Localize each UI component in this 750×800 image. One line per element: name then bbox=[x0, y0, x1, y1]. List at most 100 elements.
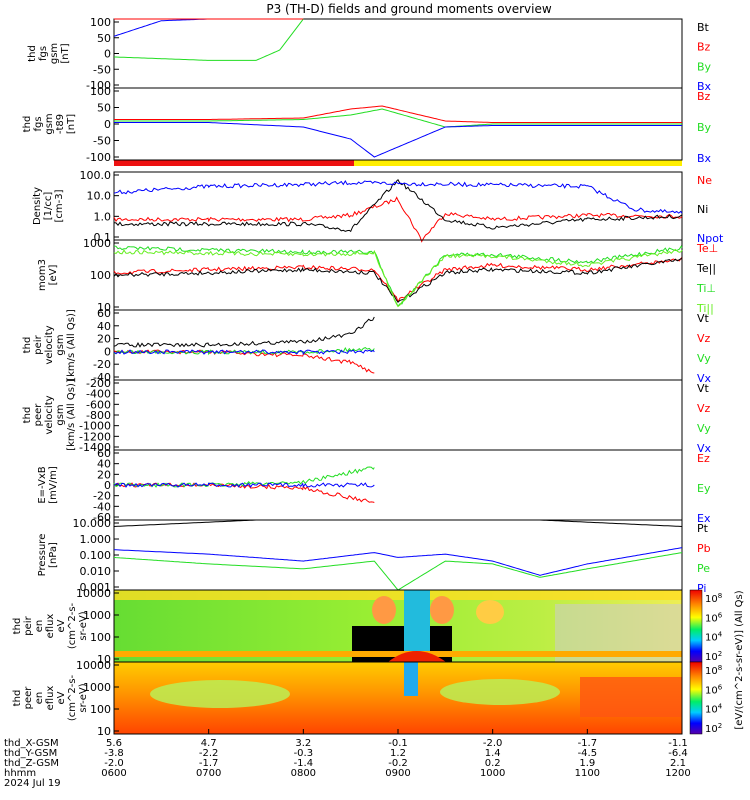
series-Pe bbox=[113, 552, 683, 591]
x-row-label: thd_X-GSM bbox=[4, 738, 59, 749]
series-Pt bbox=[113, 519, 683, 527]
legend-Ti||: Ti|| bbox=[696, 302, 714, 315]
series-Bx bbox=[113, 18, 304, 37]
y-axis-label: peer bbox=[33, 403, 44, 427]
spec-hot-region bbox=[580, 677, 682, 717]
y-axis-label: fgs bbox=[33, 116, 44, 131]
y-axis-label: sr-eV) bbox=[78, 683, 89, 712]
y-tick-label: -1400 bbox=[79, 441, 111, 454]
colorbar-label: [eV/(cm^2-s-sr-eV)] (All Qs) bbox=[734, 590, 745, 729]
legend-Te||: Te|| bbox=[696, 262, 716, 275]
x-tick-label: -2.0 bbox=[104, 758, 124, 769]
y-tick-label: 10000 bbox=[76, 587, 111, 600]
y-axis-label: thd bbox=[22, 337, 33, 354]
legend-Ni: Ni bbox=[697, 203, 708, 216]
y-tick-label: 10 bbox=[97, 725, 111, 738]
x-tick-label: -1.1 bbox=[668, 738, 688, 749]
x-tick-label: 3.2 bbox=[295, 738, 311, 749]
legend-Pt: Pt bbox=[697, 522, 709, 535]
y-tick-label: 10.0 bbox=[87, 190, 112, 203]
y-tick-label: 0.1 bbox=[94, 231, 112, 244]
y-tick-label: 10000 bbox=[76, 659, 111, 672]
x-tick-label: 1100 bbox=[575, 768, 600, 779]
y-tick-label: 1000 bbox=[83, 237, 111, 250]
y-tick-label: 0 bbox=[104, 118, 111, 131]
figure-title: P3 (TH-D) fields and ground moments over… bbox=[266, 2, 551, 16]
series-Ti⊥ bbox=[113, 245, 683, 307]
y-tick-label: -600 bbox=[86, 398, 111, 411]
legend-Vx: Vx bbox=[697, 372, 712, 385]
series-By bbox=[114, 18, 304, 61]
x-tick-label: -4.5 bbox=[578, 748, 598, 759]
spec-blob-3 bbox=[476, 600, 504, 624]
panel-frame bbox=[113, 519, 683, 591]
y-axis-label: [km/s (All Qs)] bbox=[66, 309, 77, 381]
y-axis-label: en bbox=[34, 692, 45, 705]
y-tick-label: 20 bbox=[97, 468, 111, 481]
y-tick-label: -40 bbox=[93, 371, 111, 384]
series-Bx bbox=[114, 122, 682, 158]
x-row-label: hhmm bbox=[4, 768, 36, 779]
y-tick-label: 10.000 bbox=[73, 517, 112, 530]
legend-Vz: Vz bbox=[697, 402, 711, 415]
y-axis-label: gsm bbox=[49, 43, 60, 64]
y-axis-label: en bbox=[34, 620, 45, 633]
y-axis-label: [nPa] bbox=[48, 542, 59, 568]
y-tick-label: 1000 bbox=[83, 609, 111, 622]
x-tick-label: -2.2 bbox=[199, 748, 219, 759]
panel-density: 100.0 10.0 1.0 0.1 Density [1/cc] [cm-3] Ne Ni Np… bbox=[32, 169, 724, 245]
x-tick-label: 1.2 bbox=[390, 748, 406, 759]
y-axis-label: peir bbox=[33, 334, 44, 354]
y-tick-label: -40 bbox=[93, 500, 111, 513]
y-tick-label: 100 bbox=[90, 631, 111, 644]
x-tick-label: 1000 bbox=[480, 768, 505, 779]
y-axis-label: thd bbox=[27, 45, 38, 62]
y-axis-label: gsm bbox=[55, 334, 66, 355]
x-tick-label: -1.7 bbox=[199, 758, 219, 769]
y-axis-label: (cm^2-s- bbox=[67, 674, 78, 721]
y-axis-label: -t89 bbox=[55, 114, 66, 134]
spec-blob-2 bbox=[430, 596, 454, 624]
y-tick-label: 0 bbox=[104, 479, 111, 492]
colorbar-tick: 104 bbox=[705, 703, 723, 716]
x-row-label: 2024 Jul 19 bbox=[4, 778, 61, 789]
x-row-label: thd_Y-GSM bbox=[4, 748, 57, 759]
legend-Ey: Ey bbox=[697, 482, 711, 495]
colorbar-tick: 104 bbox=[705, 631, 723, 644]
legend-Vt: Vt bbox=[697, 382, 710, 395]
legend-Ez: Ez bbox=[697, 452, 710, 465]
y-axis-label: thd bbox=[12, 618, 23, 635]
y-axis-label: E=-VxB bbox=[37, 466, 48, 503]
x-tick-label: 4.7 bbox=[201, 738, 217, 749]
x-tick-label: -2.0 bbox=[483, 738, 503, 749]
y-tick-label: -1200 bbox=[79, 430, 111, 443]
legend-Bx: Bx bbox=[697, 80, 712, 93]
y-axis-label: velocity bbox=[44, 395, 55, 434]
y-axis-label: gsm bbox=[44, 113, 55, 134]
panel-fgs-gsm-t89: 100 50 0 -50 -100 thd fgs gsm -t89 [nT] Bz By Bx bbox=[22, 85, 712, 165]
y-tick-label: 60 bbox=[97, 447, 111, 460]
series-Te⊥ bbox=[113, 257, 683, 304]
y-axis-label: eflux bbox=[45, 686, 56, 711]
x-tick-label: -1.7 bbox=[578, 738, 598, 749]
y-axis-label: [eV] bbox=[48, 265, 59, 286]
y-axis-label: eV bbox=[56, 691, 67, 704]
y-tick-label: 100 bbox=[90, 703, 111, 716]
legend-Ti⊥: Ti⊥ bbox=[696, 282, 716, 295]
y-tick-label: 40 bbox=[97, 320, 111, 333]
y-tick-label: -1000 bbox=[79, 420, 111, 433]
legend-Vt: Vt bbox=[697, 312, 710, 325]
series-Ni bbox=[113, 179, 683, 233]
y-axis-label: gsm bbox=[55, 404, 66, 425]
y-tick-label: -60 bbox=[93, 511, 111, 524]
spec-arc bbox=[388, 651, 446, 662]
panel-peir-spec: 10000 1000 100 10 thd peir en eflux eV (cm^2-s-sr… bbox=[12, 587, 683, 666]
state-bar-yellow bbox=[354, 160, 682, 166]
panel-frame bbox=[113, 18, 683, 89]
y-axis-label: (cm^2-s- bbox=[67, 602, 78, 649]
y-tick-label: 0 bbox=[104, 48, 111, 61]
x-tick-label: -6.4 bbox=[668, 748, 688, 759]
